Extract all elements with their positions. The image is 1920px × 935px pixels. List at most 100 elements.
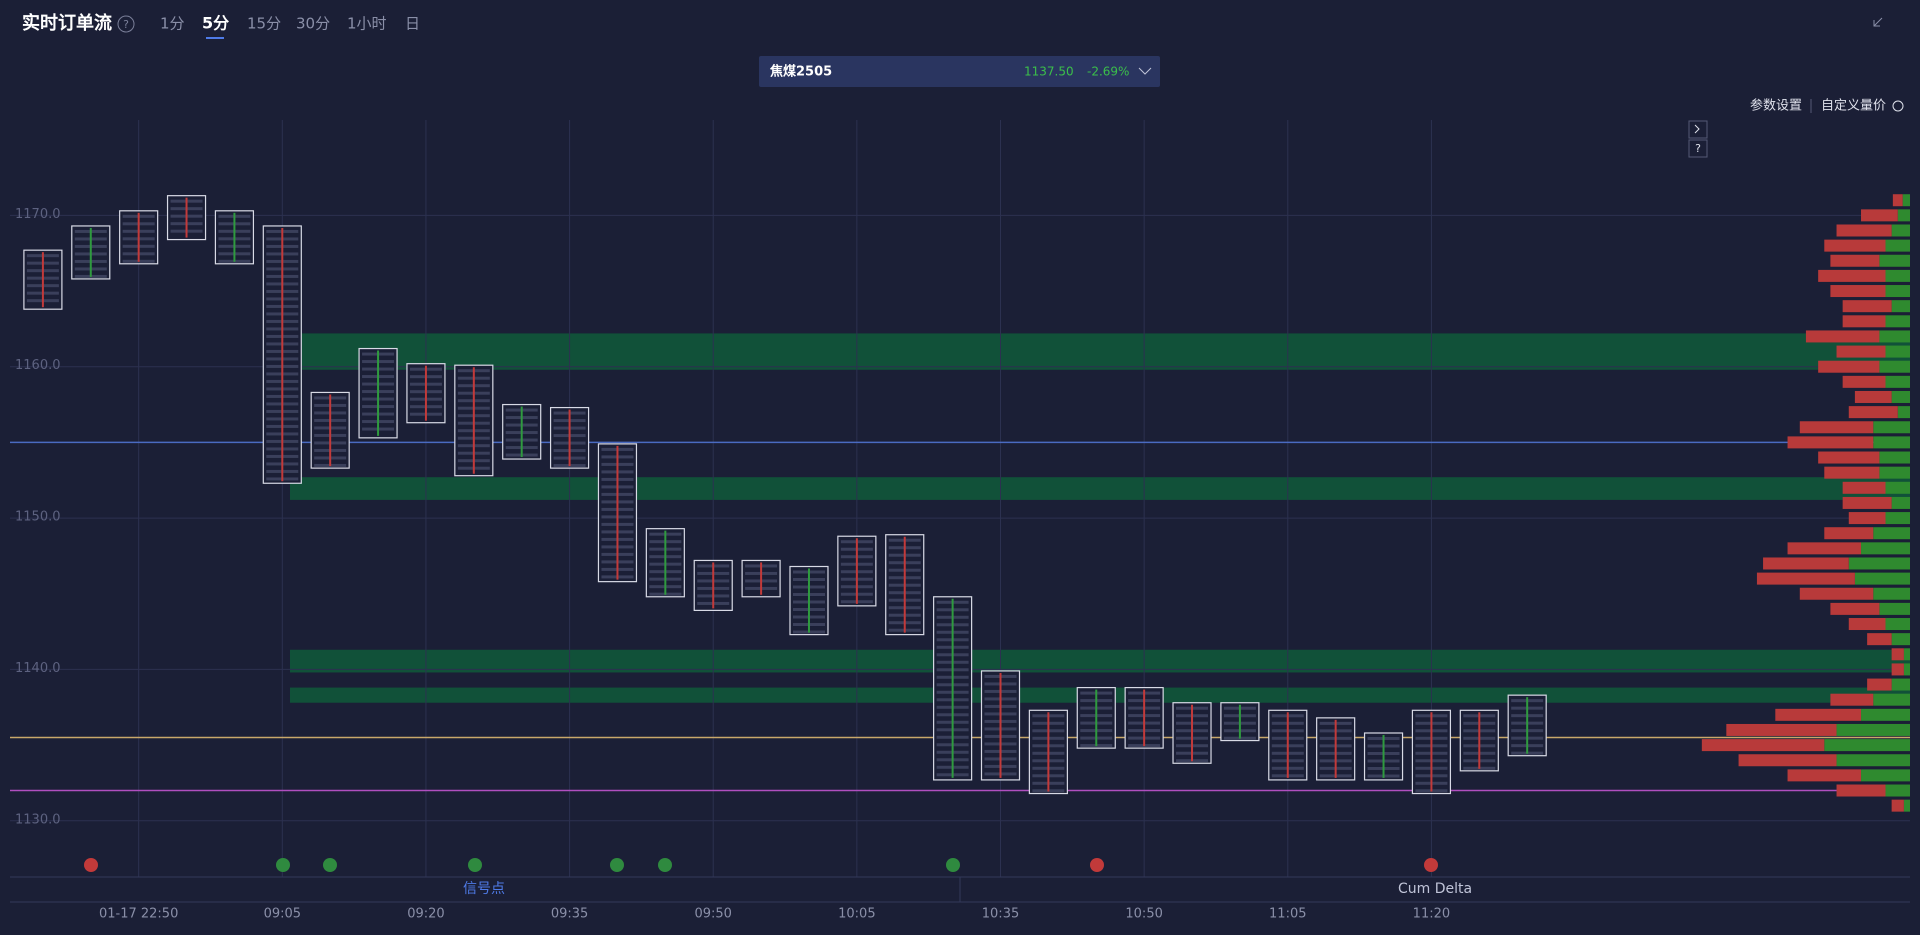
profile-buy (1836, 754, 1910, 767)
collapse-icon[interactable] (1873, 17, 1888, 27)
toolbar-button[interactable]: 自定义量价 (1821, 99, 1886, 114)
zone (290, 477, 1910, 500)
side-help-button[interactable] (1688, 139, 1708, 158)
side-help-text: ? (1695, 142, 1701, 155)
signal-down[interactable] (658, 858, 672, 872)
profile-sell (1861, 209, 1898, 222)
settings-icon[interactable] (1892, 100, 1904, 112)
profile-sell (1830, 693, 1874, 706)
profile-buy (1879, 602, 1910, 615)
profile-sell (1818, 451, 1880, 464)
profile-sell (1818, 269, 1886, 282)
profile-sell (1891, 648, 1904, 661)
profile-sell (1726, 723, 1837, 736)
profile-sell (1892, 194, 1903, 207)
zone (290, 649, 1910, 673)
profile-sell (1836, 224, 1892, 237)
y-tick-label: 1160.0 (15, 358, 61, 373)
signal-down[interactable] (468, 858, 482, 872)
profile-buy (1873, 421, 1910, 434)
x-tick-label: 09:35 (551, 907, 588, 922)
profile-buy (1885, 269, 1910, 282)
help-text[interactable]: ? (123, 18, 129, 31)
profile-sell (1738, 754, 1837, 767)
profile-sell (1848, 406, 1898, 419)
y-tick-label: 1130.0 (15, 812, 61, 827)
signal-other[interactable] (610, 858, 624, 872)
tab[interactable]: 15分 (247, 15, 281, 33)
profile-buy (1873, 587, 1910, 600)
profile-buy (1861, 542, 1910, 555)
profile-sell (1787, 542, 1862, 555)
profile-sell (1842, 375, 1886, 388)
profile-buy (1879, 330, 1910, 343)
profile-buy (1861, 769, 1910, 782)
profile-buy (1873, 436, 1910, 449)
profile-sell (1824, 527, 1874, 540)
profile-buy (1848, 557, 1910, 570)
profile-buy (1854, 572, 1910, 585)
signal-down[interactable] (276, 858, 290, 872)
profile-sell (1818, 360, 1880, 373)
profile-sell (1787, 436, 1874, 449)
signal-up[interactable] (1090, 858, 1104, 872)
profile-buy (1903, 663, 1910, 676)
profile-buy (1885, 315, 1910, 328)
profile-sell (1805, 330, 1880, 343)
instrument-name: 焦煤2505 (769, 64, 832, 80)
signal-up[interactable] (84, 858, 98, 872)
tab[interactable]: 1分 (160, 15, 185, 33)
profile-buy (1897, 209, 1910, 222)
profile-sell (1763, 557, 1849, 570)
profile-buy (1885, 285, 1910, 298)
profile-sell (1867, 633, 1892, 646)
profile-buy (1891, 300, 1910, 313)
profile-sell (1799, 587, 1874, 600)
profile-buy (1885, 345, 1910, 358)
profile-buy (1879, 451, 1910, 464)
x-tick-label: 01-17 22:50 (99, 907, 178, 922)
profile-buy (1873, 527, 1910, 540)
profile-buy (1885, 512, 1910, 525)
profile-sell (1848, 618, 1886, 631)
profile-buy (1902, 194, 1910, 207)
profile-sell (1836, 345, 1886, 358)
instrument-selector[interactable] (759, 56, 1160, 87)
profile-buy (1891, 496, 1910, 509)
tab-underline (206, 37, 224, 39)
bottom-tab[interactable]: Cum Delta (1398, 881, 1472, 897)
tab[interactable]: 日 (405, 15, 420, 33)
profile-buy (1891, 633, 1910, 646)
x-tick-label: 11:20 (1413, 907, 1450, 922)
tab[interactable]: 5分 (202, 14, 229, 33)
profile-sell (1891, 799, 1904, 812)
profile-sell (1830, 285, 1886, 298)
y-tick-label: 1170.0 (15, 207, 61, 222)
profile-buy (1879, 254, 1910, 267)
help-icon[interactable] (117, 15, 135, 33)
profile-sell (1891, 663, 1904, 676)
profile-buy (1903, 799, 1910, 812)
profile-buy (1885, 239, 1910, 252)
bottom-tab[interactable]: 信号点 (463, 881, 505, 897)
profile-buy (1861, 708, 1910, 721)
profile-buy (1897, 406, 1910, 419)
y-tick-label: 1140.0 (15, 661, 61, 676)
tab[interactable]: 1小时 (347, 15, 387, 33)
profile-buy (1891, 390, 1910, 403)
instrument-price: 1137.50 (1024, 65, 1074, 79)
signal-down[interactable] (323, 858, 337, 872)
profile-buy (1885, 481, 1910, 494)
signal-other[interactable] (1424, 858, 1438, 872)
tab[interactable]: 30分 (296, 15, 330, 33)
x-tick-label: 10:35 (982, 907, 1019, 922)
profile-buy (1885, 784, 1910, 797)
toolbar-button[interactable]: 参数设置 (1750, 98, 1802, 114)
x-tick-label: 09:50 (694, 907, 731, 922)
signal-down[interactable] (946, 858, 960, 872)
profile-sell (1824, 466, 1880, 479)
profile-sell (1830, 254, 1880, 267)
title: 实时订单流 (22, 12, 112, 34)
profile-buy (1885, 375, 1910, 388)
